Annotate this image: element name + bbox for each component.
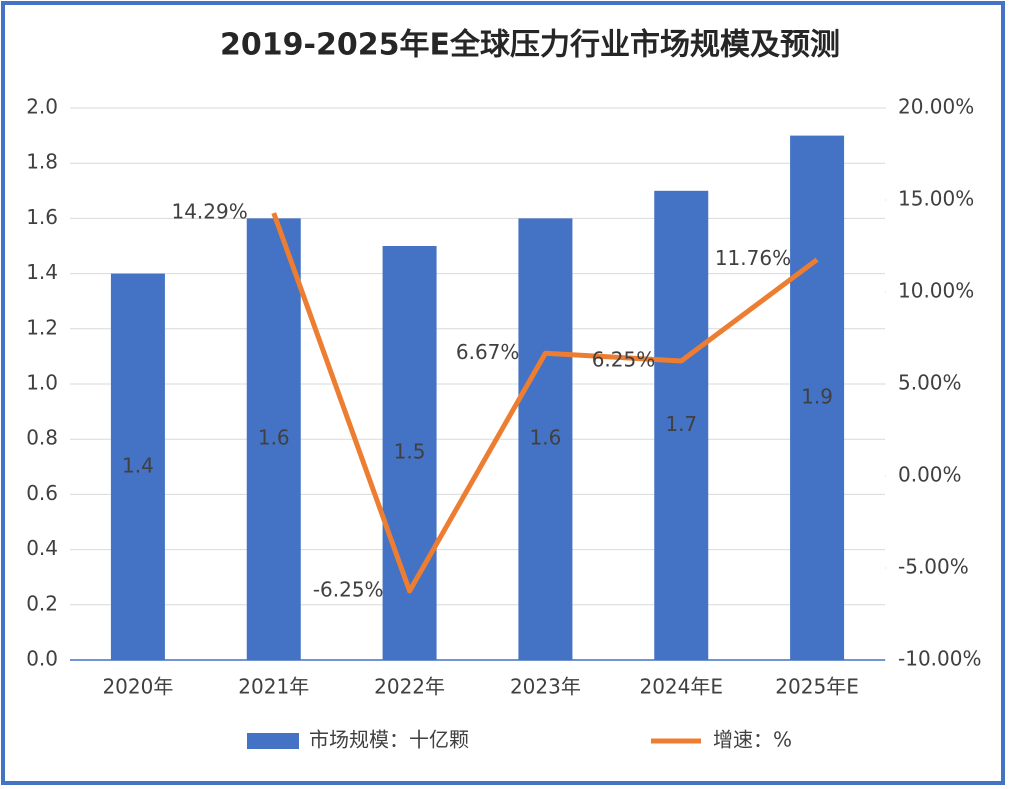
bar-value-label: 1.7 xyxy=(665,412,697,436)
line-value-label: -6.25% xyxy=(313,578,384,602)
bar-value-label: 1.5 xyxy=(394,440,426,464)
legend-label: 市场规模：十亿颗 xyxy=(309,728,469,752)
legend-swatch xyxy=(247,733,299,749)
y2-tick-label: 20.00% xyxy=(898,95,974,119)
y2-tick-label: 15.00% xyxy=(898,187,974,211)
x-tick-label: 2021年 xyxy=(238,675,309,699)
bar xyxy=(654,190,709,661)
y-tick-label: 0.4 xyxy=(26,536,58,560)
y2-tick-label: 10.00% xyxy=(898,279,974,303)
y-tick-label: 1.6 xyxy=(26,205,58,229)
line-value-label: 6.67% xyxy=(456,340,520,364)
y-tick-label: 0.8 xyxy=(26,426,58,450)
y-tick-label: 1.2 xyxy=(26,315,58,339)
chart-title: 2019-2025年E全球压力行业市场规模及预测 xyxy=(220,28,840,63)
x-tick-label: 2025年E xyxy=(775,675,859,699)
y-tick-label: 1.8 xyxy=(26,150,58,174)
line-value-label: 11.76% xyxy=(715,246,791,270)
y-tick-label: 1.0 xyxy=(26,371,58,395)
bar xyxy=(110,273,165,660)
x-tick-label: 2022年 xyxy=(374,675,445,699)
y2-tick-label: 0.00% xyxy=(898,463,962,487)
y2-tick-label: 5.00% xyxy=(898,371,962,395)
bar xyxy=(246,218,301,660)
legend-label: 增速：% xyxy=(713,728,792,752)
y2-tick-label: -10.00% xyxy=(898,647,981,671)
x-tick-label: 2024年E xyxy=(639,675,723,699)
bar-value-label: 1.4 xyxy=(122,453,154,477)
line-value-label: 14.29% xyxy=(171,200,247,224)
line-value-label: 6.25% xyxy=(592,348,656,372)
line xyxy=(271,212,819,594)
y-tick-label: 0.2 xyxy=(26,591,58,615)
bar xyxy=(790,135,845,661)
bar-value-label: 1.9 xyxy=(801,384,833,408)
y2-tick-label: -5.00% xyxy=(898,555,969,579)
y-tick-label: 1.4 xyxy=(26,260,58,284)
x-tick-label: 2020年 xyxy=(102,675,173,699)
y-tick-label: 0.0 xyxy=(26,647,58,671)
y-tick-label: 2.0 xyxy=(26,95,58,119)
bar-value-label: 1.6 xyxy=(530,426,562,450)
x-tick-label: 2023年 xyxy=(510,675,581,699)
y-tick-label: 0.6 xyxy=(26,481,58,505)
bar-value-label: 1.6 xyxy=(258,426,290,450)
bar xyxy=(518,218,573,660)
